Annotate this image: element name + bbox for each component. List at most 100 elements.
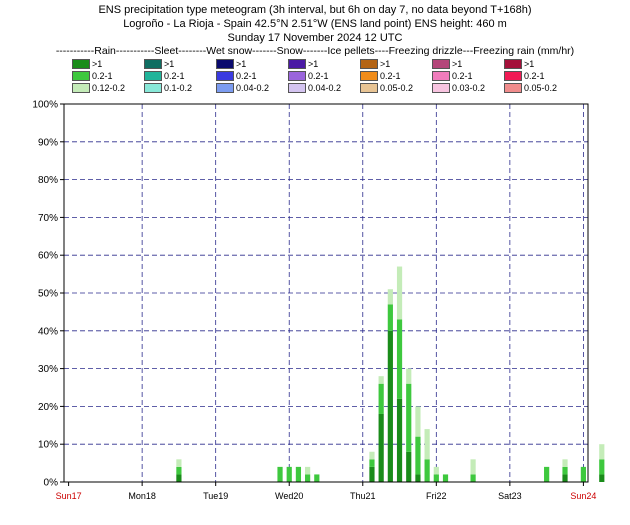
x-tick-label: Sat23 [498,491,522,501]
bar-segment [442,474,449,482]
bar-segment [305,474,311,482]
y-tick-label: 10% [38,440,58,451]
legend-label: 0.2-1 [452,71,473,81]
bar-segment [378,383,384,414]
bar-segment [277,466,283,482]
bar-segment [387,330,393,482]
bar-segment [176,474,182,482]
run-date: Sunday 17 November 2024 12 UTC [227,32,403,44]
bar-segment [406,451,412,482]
legend-swatch [144,59,162,69]
y-tick-label: 100% [32,100,58,111]
x-tick-label: Tue19 [203,491,228,501]
y-tick-label: 80% [38,175,58,186]
bar-segment [580,466,586,482]
y-tick-label: 70% [38,213,58,224]
legend-swatch [432,83,450,93]
bar-segment [406,368,412,384]
bar-segment [396,398,403,482]
y-tick-label: 50% [38,289,58,300]
legend-label: 0.2-1 [380,71,401,81]
legend-label: >1 [236,59,247,69]
bar-segment [176,466,182,475]
y-tick-label: 90% [38,137,58,148]
legend-swatch [432,71,450,81]
x-tick-label: Fri22 [426,491,447,501]
grid [64,104,588,482]
legend-swatch [432,59,450,69]
chart-title: ENS precipitation type meteogram (3h int… [98,4,532,16]
x-tick-label: Thu21 [350,491,376,501]
legend-label: >1 [524,59,535,69]
bar-segment [396,319,403,399]
legend-label: 0.2-1 [524,71,545,81]
bar-segment [599,444,605,460]
legend-swatch [504,71,522,81]
x-tick-label: Sun17 [56,491,82,501]
bar-segment [387,289,393,305]
legend-swatch [72,59,90,69]
bar-segment [415,436,421,475]
legend-label: 0.04-0.2 [236,83,270,93]
legend-swatch [216,71,234,81]
bar-segment [369,466,375,482]
bar-segment [176,459,182,467]
legend-label: 0.2-1 [308,71,329,81]
bar-segment [415,474,421,482]
bar-segment [286,466,292,482]
bar-segment [562,474,568,482]
legend-label: >1 [92,59,103,69]
x-tick-label: Mon18 [128,491,156,501]
legend-swatch [72,71,90,81]
bar-segment [433,474,439,482]
y-axis: 0% 10% 20% 30% 40% 50% 60% 70% 80% 90% 100% [32,100,64,489]
legend-label: 0.1-0.2 [164,83,193,93]
x-tick-label: Wed20 [275,491,303,501]
plot-frame [63,103,589,483]
bar-segment [433,466,439,475]
legend-label: 0.05-0.2 [380,83,414,93]
y-tick-label: 0% [44,478,59,489]
legend-swatch [144,71,162,81]
bars [176,266,605,482]
bar-segment [424,429,430,460]
legend-label: 0.03-0.2 [452,83,486,93]
legend-header: -----------Rain-----------Sleet--------W… [55,45,575,57]
legend-swatch [288,83,306,93]
legend-label: >1 [308,59,319,69]
bar-segment [369,451,375,460]
bar-segment [562,466,568,475]
bar-segment [387,304,393,331]
bar-segment [378,376,384,384]
bar-segment [406,383,412,452]
legend-label: 0.04-0.2 [308,83,342,93]
legend-label: 0.2-1 [92,71,113,81]
legend-swatch [360,83,378,93]
bar-segment [470,474,476,482]
bar-segment [470,459,476,475]
bar-segment [295,466,302,482]
x-tick-label: Sun24 [570,491,596,501]
legend-label: 0.2-1 [236,71,257,81]
bar-segment [599,459,605,475]
bar-segment [424,459,430,482]
bar-segment [314,474,320,482]
bar-segment [369,459,375,467]
bar-segment [544,466,550,482]
bar-segment [378,413,384,482]
location-subtitle: Logroño - La Rioja - Spain 42.5°N 2.51°W… [123,18,507,30]
legend-label: 0.05-0.2 [524,83,558,93]
bar-segment [305,466,311,475]
legend-swatch [72,83,90,93]
legend-swatch [144,83,162,93]
y-tick-label: 60% [38,251,58,262]
y-tick-label: 20% [38,402,58,413]
legend-swatch [504,83,522,93]
bar-segment [562,459,568,467]
legend-swatch [504,59,522,69]
legend-swatch [360,59,378,69]
x-axis: Sun17 Mon18 Tue19 Wed20 Thu21 Fri22 Sat23 Sun24 [56,482,596,501]
legend-label: 0.2-1 [164,71,185,81]
bar-segment [396,266,403,320]
